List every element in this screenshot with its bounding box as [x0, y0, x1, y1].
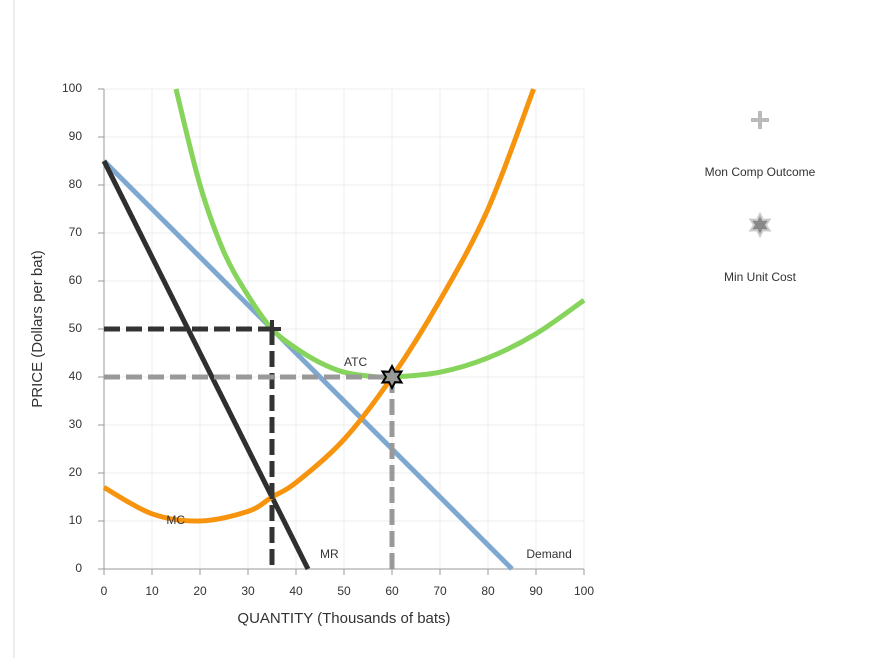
- marker-star: [380, 363, 404, 391]
- y-tick-label: 20: [69, 465, 83, 479]
- x-tick-label: 90: [529, 584, 543, 598]
- curve-label: MR: [320, 547, 339, 561]
- x-tick-label: 20: [193, 584, 207, 598]
- y-tick-label: 50: [69, 321, 83, 335]
- y-tick-label: 70: [69, 225, 83, 239]
- x-tick-label: 30: [241, 584, 255, 598]
- y-tick-label: 40: [69, 369, 83, 383]
- x-tick-label: 0: [101, 584, 108, 598]
- x-tick-label: 80: [481, 584, 495, 598]
- series-line: [102, 159, 514, 571]
- x-tick-label: 60: [385, 584, 399, 598]
- curve-label: MC: [166, 513, 185, 527]
- x-tick-label: 100: [574, 584, 594, 598]
- series-line: [102, 88, 536, 524]
- y-tick-label: 80: [69, 177, 83, 191]
- y-tick-label: 0: [75, 561, 82, 575]
- x-tick-label: 70: [433, 584, 447, 598]
- y-axis-title: PRICE (Dollars per bat): [29, 250, 46, 408]
- x-tick-label: 40: [289, 584, 303, 598]
- y-tick-label: 90: [69, 129, 83, 143]
- curve-label: Demand: [526, 547, 571, 561]
- y-tick-label: 10: [69, 513, 83, 527]
- x-axis-title: QUANTITY (Thousands of bats): [237, 610, 450, 627]
- x-tick-label: 50: [337, 584, 351, 598]
- legend-label: Mon Comp Outcome: [705, 165, 816, 179]
- x-tick-label: 10: [145, 584, 159, 598]
- curve-label: ATC: [344, 355, 367, 369]
- y-tick-label: 30: [69, 417, 83, 431]
- series-line: [173, 88, 586, 380]
- y-tick-label: 100: [62, 81, 82, 95]
- marker-star: [748, 211, 772, 239]
- y-tick-label: 60: [69, 273, 83, 287]
- legend-label: Min Unit Cost: [724, 270, 797, 284]
- series-line: [101, 159, 311, 571]
